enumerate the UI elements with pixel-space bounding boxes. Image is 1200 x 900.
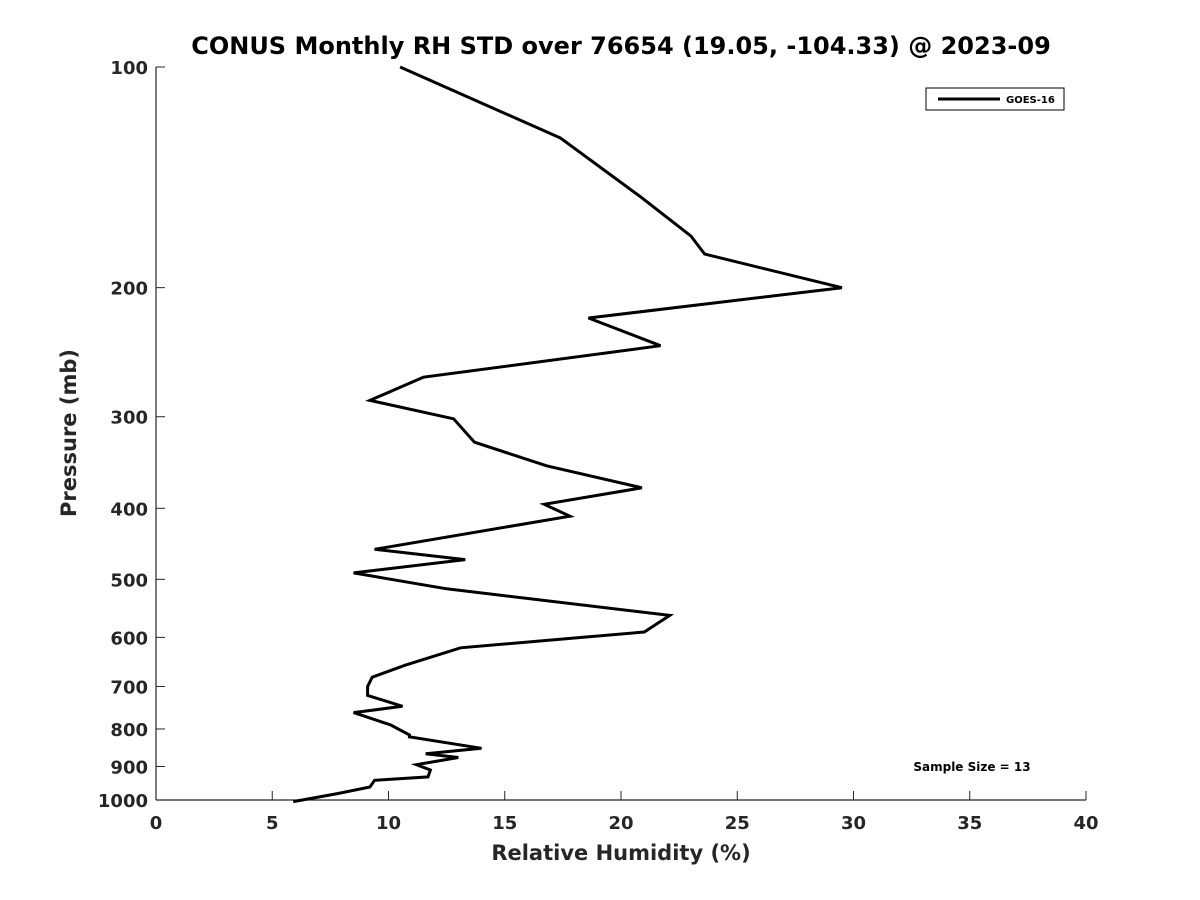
y-axis-label: Pressure (mb)	[57, 349, 81, 517]
series-line-goes-16	[292, 65, 843, 804]
x-tick-label: 0	[150, 813, 163, 834]
y-tick-label: 700	[110, 677, 148, 698]
y-tick-label: 900	[110, 757, 148, 778]
chart-title: CONUS Monthly RH STD over 76654 (19.05, …	[191, 32, 1051, 60]
x-tick-label: 20	[608, 813, 633, 834]
y-tick-label: 200	[110, 279, 148, 300]
y-tick-label: 400	[110, 499, 148, 520]
y-tick-label: 600	[110, 628, 148, 649]
sample-size-annotation: Sample Size = 13	[913, 760, 1030, 774]
y-tick-label: 800	[110, 720, 148, 741]
legend[interactable]: GOES-16	[925, 87, 1065, 111]
y-tick-label: 100	[110, 58, 148, 79]
x-axis-label: Relative Humidity (%)	[491, 841, 750, 865]
x-tick-label: 35	[957, 813, 982, 834]
x-tick-label: 5	[266, 813, 279, 834]
plot-area-frame	[156, 67, 1086, 800]
y-tick-label: 1000	[98, 791, 148, 812]
y-tick-label: 500	[110, 570, 148, 591]
y-tick-label: 300	[110, 408, 148, 429]
x-tick-label: 30	[841, 813, 866, 834]
x-tick-label: 10	[376, 813, 401, 834]
x-tick-label: 15	[492, 813, 517, 834]
x-tick-label: 25	[725, 813, 750, 834]
legend-series-label: GOES-16	[1006, 95, 1055, 106]
series-layer	[292, 65, 843, 804]
axes-layer: 0 5 10 15 20 25 30 35 40 100 200 300 400 500 600 700 800…	[98, 58, 1099, 834]
x-tick-label: 40	[1073, 813, 1098, 834]
